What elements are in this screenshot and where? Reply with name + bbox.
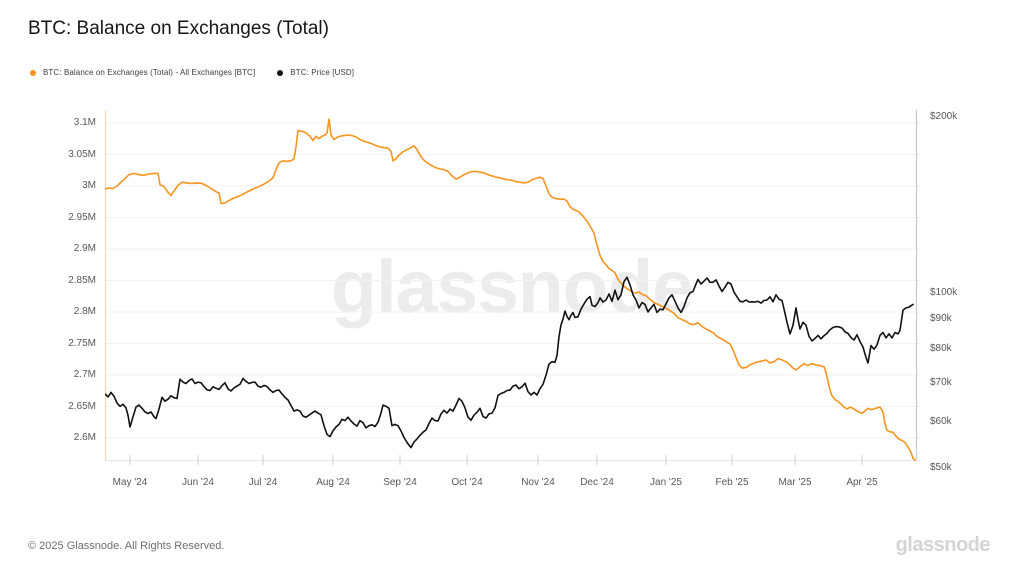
y-right-tick-label: $60k <box>930 415 952 427</box>
y-left-tick-label: 3M <box>82 180 96 191</box>
glassnode-watermark: glassnode <box>331 244 694 329</box>
x-tick-label: Jun '24 <box>182 477 214 488</box>
copyright-text: © 2025 Glassnode. All Rights Reserved. <box>28 540 225 552</box>
y-right-tick-label: $200k <box>930 111 958 122</box>
balance-series-dot-icon <box>30 69 36 76</box>
chart-title: BTC: Balance on Exchanges (Total) <box>28 18 329 39</box>
legend: BTC: Balance on Exchanges (Total) - All … <box>30 68 354 77</box>
x-tick-label: May '24 <box>112 477 148 488</box>
y-left-tick-label: 3.05M <box>68 148 96 160</box>
legend-label-price: BTC: Price [USD] <box>290 68 355 77</box>
x-tick-label: Apr '25 <box>846 477 878 488</box>
glassnode-logo: glassnode <box>895 534 991 556</box>
y-left-tick-label: 2.95M <box>68 211 96 223</box>
plot-area[interactable] <box>105 110 920 466</box>
y-left-tick-label: 2.85M <box>68 274 96 286</box>
x-tick-label: Mar '25 <box>778 477 812 488</box>
y-right-tick-label: $90k <box>930 313 952 325</box>
y-right-tick-label: $70k <box>930 376 952 388</box>
y-left-tick-label: 2.6M <box>73 432 96 443</box>
y-left-tick-label: 2.65M <box>68 400 96 412</box>
x-tick-label: Feb '25 <box>715 477 749 488</box>
y-left-tick-label: 2.8M <box>73 306 96 317</box>
x-tick-label: Aug '24 <box>316 477 350 488</box>
x-tick-label: Oct '24 <box>451 477 483 488</box>
x-tick-label: Nov '24 <box>521 477 555 488</box>
y-right-tick-label: $50k <box>930 462 952 473</box>
legend-item-balance[interactable]: BTC: Balance on Exchanges (Total) - All … <box>30 68 255 77</box>
price-series-dot-icon <box>277 69 284 76</box>
x-tick-label: Sep '24 <box>383 477 417 488</box>
y-left-tick-label: 2.75M <box>68 337 96 349</box>
x-tick-label: Jul '24 <box>248 477 278 488</box>
legend-label-balance: BTC: Balance on Exchanges (Total) - All … <box>43 68 256 77</box>
legend-item-price[interactable]: BTC: Price [USD] <box>277 68 354 77</box>
y-right-tick-label: $100k <box>930 286 958 298</box>
y-left-tick-label: 3.1M <box>73 117 96 128</box>
y-right-tick-label: $80k <box>930 342 952 354</box>
x-tick-label: Jan '25 <box>650 477 682 488</box>
x-tick-label: Dec '24 <box>580 477 614 488</box>
y-left-tick-label: 2.7M <box>73 369 96 380</box>
y-left-tick-label: 2.9M <box>73 243 96 254</box>
